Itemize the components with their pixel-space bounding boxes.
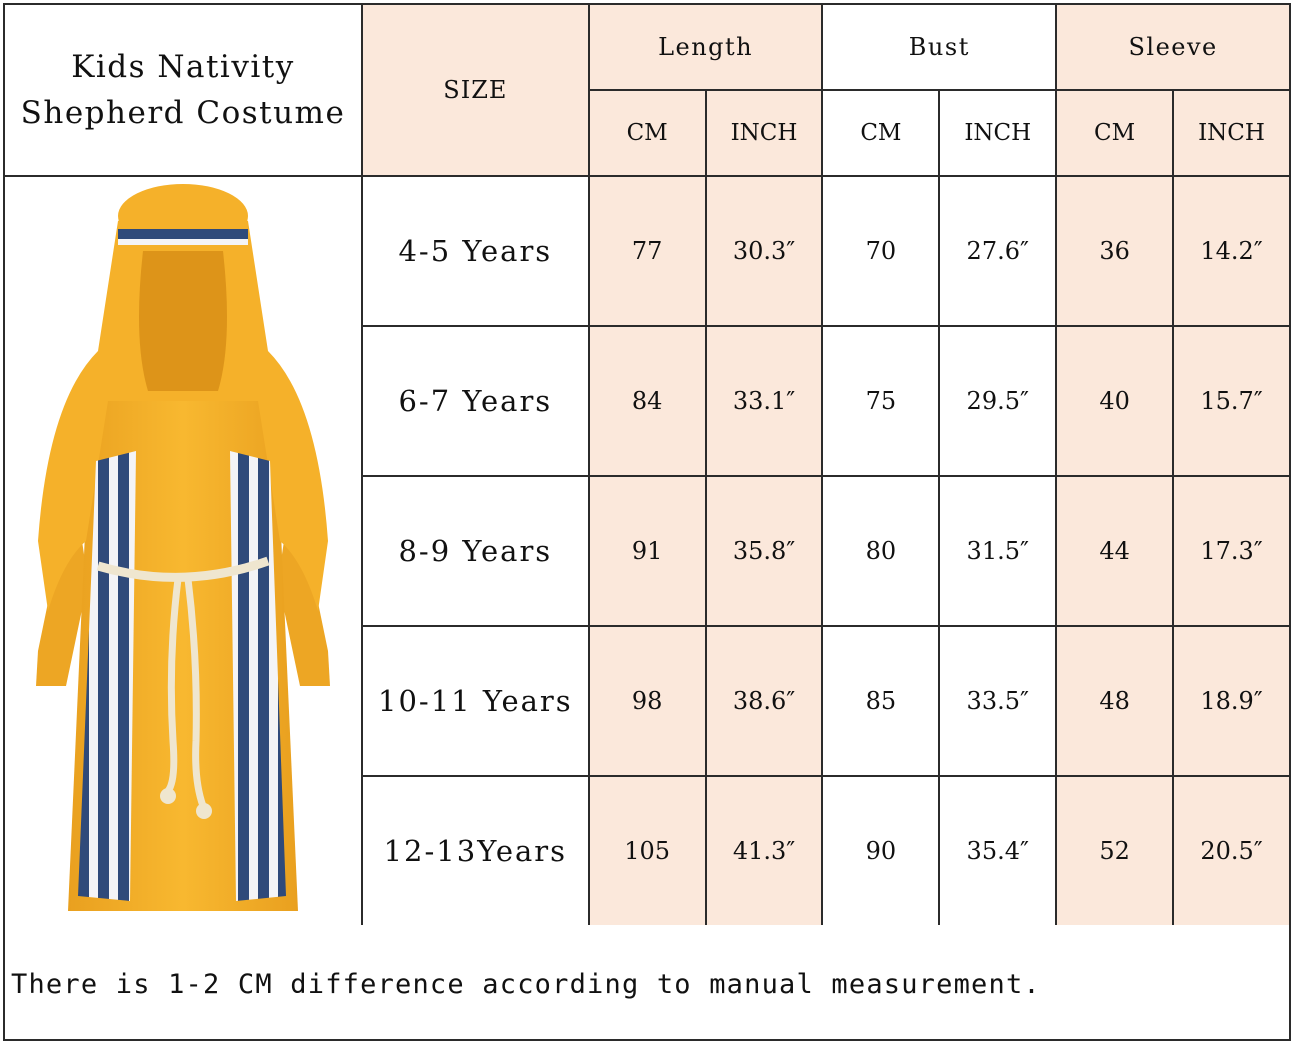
size-label: 10-11 Years <box>360 625 590 777</box>
costume-image <box>3 175 363 927</box>
sleeve-cm: 36 <box>1055 175 1175 327</box>
length-cm-header: CM <box>587 89 707 177</box>
length-cm: 84 <box>587 325 707 477</box>
sleeve-header: Sleeve <box>1055 3 1291 91</box>
length-cm: 91 <box>587 475 707 627</box>
product-title: Kids Nativity Shepherd Costume <box>3 3 363 177</box>
size-label: 4-5 Years <box>360 175 590 327</box>
size-chart: Kids Nativity Shepherd Costume SIZE Leng… <box>3 3 1291 1041</box>
sleeve-inch: 14.2″ <box>1172 175 1291 327</box>
length-cm: 105 <box>587 775 707 927</box>
length-cm: 77 <box>587 175 707 327</box>
size-header: SIZE <box>360 3 590 177</box>
sleeve-inch: 18.9″ <box>1172 625 1291 777</box>
length-inch: 33.1″ <box>704 325 824 477</box>
size-label: 12-13Years <box>360 775 590 927</box>
bust-cm: 70 <box>821 175 941 327</box>
size-label: 8-9 Years <box>360 475 590 627</box>
sleeve-inch-header: INCH <box>1172 89 1291 177</box>
length-inch-header: INCH <box>704 89 824 177</box>
bust-cm: 80 <box>821 475 941 627</box>
product-title-line2: Shepherd Costume <box>20 95 346 131</box>
bust-header: Bust <box>821 3 1058 91</box>
bust-cm-header: CM <box>821 89 941 177</box>
table-row: 12-13Years 105 41.3″ 90 35.4″ 52 20.5″ <box>4 775 1291 927</box>
sleeve-cm: 52 <box>1055 775 1175 927</box>
shepherd-costume-illustration <box>35 184 330 911</box>
bust-inch: 27.6″ <box>938 175 1058 327</box>
table-row: 6-7 Years 84 33.1″ 75 29.5″ 40 15.7″ <box>4 325 1291 477</box>
bust-cm: 85 <box>821 625 941 777</box>
product-title-line1: Kids Nativity <box>71 49 295 85</box>
length-header: Length <box>587 3 824 91</box>
table-row: 10-11 Years 98 38.6″ 85 33.5″ 48 18.9″ <box>4 625 1291 777</box>
length-cm: 98 <box>587 625 707 777</box>
sleeve-cm: 48 <box>1055 625 1175 777</box>
table-row: 8-9 Years 91 35.8″ 80 31.5″ 44 17.3″ <box>4 475 1291 627</box>
sleeve-inch: 17.3″ <box>1172 475 1291 627</box>
sleeve-cm-header: CM <box>1055 89 1175 177</box>
length-inch: 35.8″ <box>704 475 824 627</box>
length-inch: 30.3″ <box>704 175 824 327</box>
measurement-note: There is 1-2 CM difference according to … <box>3 925 1291 1041</box>
table-row: 4-5 Years 77 30.3″ 70 27.6″ 36 14.2″ <box>3 175 1291 927</box>
sleeve-inch: 20.5″ <box>1172 775 1291 927</box>
bust-cm: 75 <box>821 325 941 477</box>
bust-inch: 31.5″ <box>938 475 1058 627</box>
size-table: Kids Nativity Shepherd Costume SIZE Leng… <box>3 3 1291 927</box>
bust-cm: 90 <box>821 775 941 927</box>
bust-inch: 33.5″ <box>938 625 1058 777</box>
sleeve-cm: 40 <box>1055 325 1175 477</box>
sleeve-cm: 44 <box>1055 475 1175 627</box>
length-inch: 41.3″ <box>704 775 824 927</box>
bust-inch: 29.5″ <box>938 325 1058 477</box>
size-label: 6-7 Years <box>360 325 590 477</box>
bust-inch-header: INCH <box>938 89 1058 177</box>
bust-inch: 35.4″ <box>938 775 1058 927</box>
length-inch: 38.6″ <box>704 625 824 777</box>
sleeve-inch: 15.7″ <box>1172 325 1291 477</box>
measurement-note-text: There is 1-2 CM difference according to … <box>11 969 1041 1000</box>
